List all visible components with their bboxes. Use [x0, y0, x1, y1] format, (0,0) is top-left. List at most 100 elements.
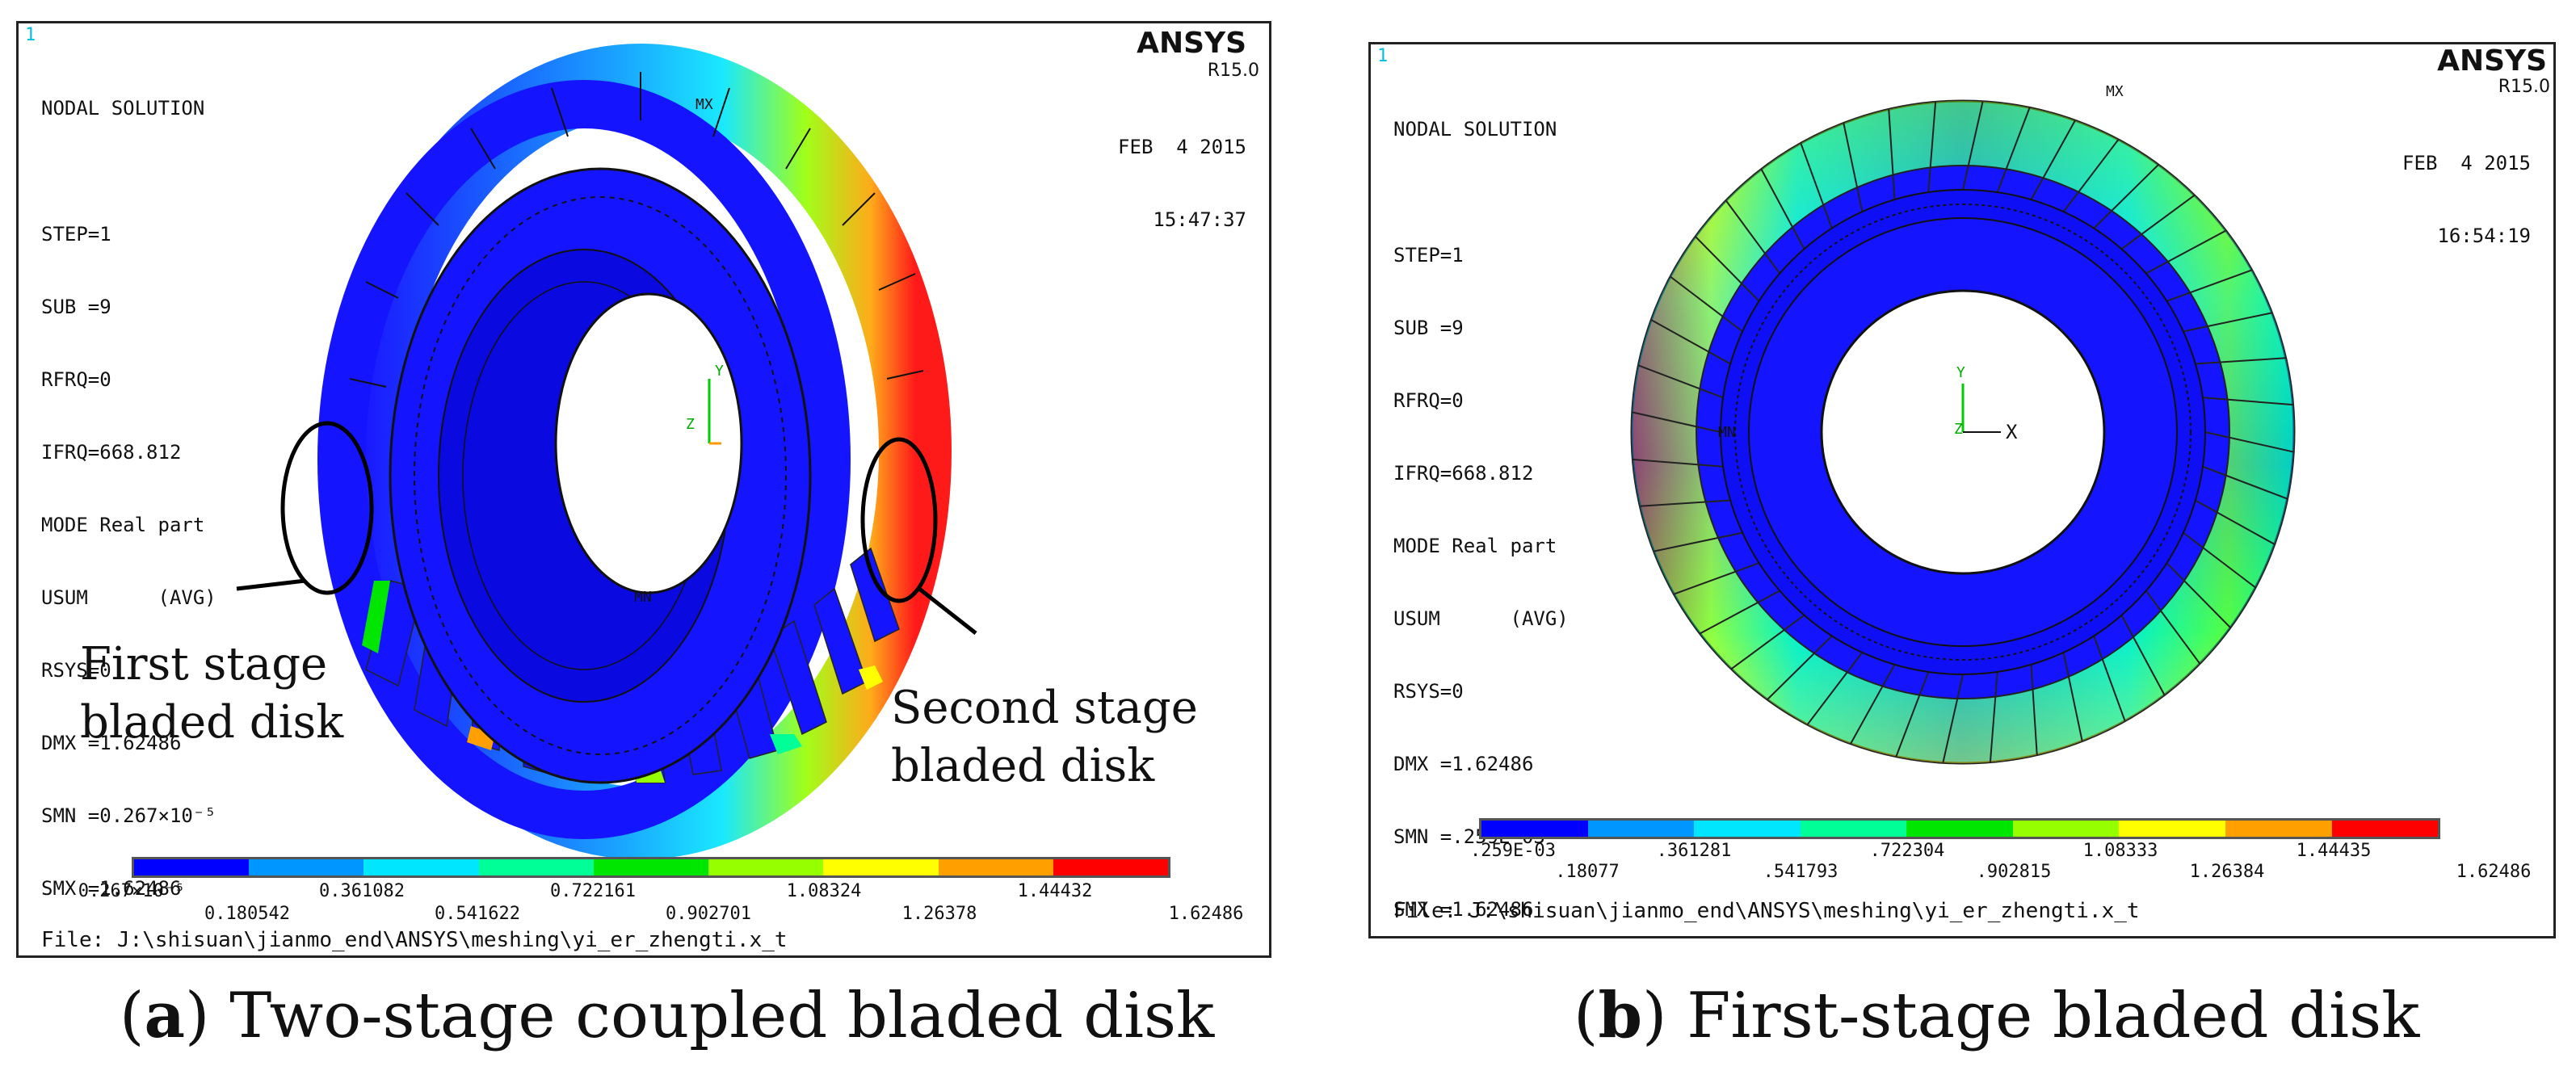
- blade-divider: [1700, 590, 1780, 635]
- blade-divider: [1962, 101, 1984, 191]
- blade-divisions: [1632, 101, 2294, 763]
- blade-divider: [1843, 123, 1864, 212]
- legend-tick: .902815: [1976, 862, 2052, 882]
- blade-divider: [2195, 357, 2286, 365]
- legend-color-segment: [708, 859, 824, 875]
- blade-divider: [2183, 312, 2272, 333]
- legend-color-segment: [2012, 821, 2120, 837]
- legend-color-segment: [478, 859, 594, 875]
- info-line: SUB =9: [41, 296, 111, 318]
- ansys-logo: ANSYS: [1137, 27, 1246, 60]
- blade-divider: [2183, 531, 2256, 589]
- timestamp: FEB 4 2015 16:54:19: [2402, 103, 2531, 296]
- legend-tick: 1.08333: [2082, 841, 2158, 861]
- info-line: USUM (AVG): [41, 586, 216, 609]
- info-line: RFRQ=0: [1393, 389, 1464, 412]
- caption-a-text: Two-stage coupled bladed disk: [229, 980, 1215, 1052]
- two-stage-disk-render: [236, 44, 977, 859]
- axis-z-label: Z: [686, 416, 695, 433]
- annotation-second-stage: Second stage bladed disk: [891, 679, 1198, 796]
- blade-divider: [2030, 120, 2076, 200]
- nodal-solution-info: NODAL SOLUTION STEP=1 SUB =9 RFRQ=0 IFRQ…: [41, 48, 216, 949]
- info-line: NODAL SOLUTION: [1393, 118, 1557, 141]
- caption-b-label: b: [1598, 979, 1642, 1052]
- panel-a-two-stage: 1 NODAL SOLUTION STEP=1 SUB =9 RFRQ=0 IF…: [16, 21, 1271, 958]
- legend-color-segment: [2225, 821, 2332, 837]
- legend-tick: 1.26384: [2189, 862, 2265, 882]
- color-legend-bar: [132, 857, 1170, 878]
- caption-b: (b) First-stage bladed disk: [1574, 979, 2420, 1052]
- legend-tick: 1.44435: [2296, 841, 2372, 861]
- blade-divider: [2120, 194, 2196, 250]
- annotation-first-stage: First stage bladed disk: [80, 636, 343, 752]
- info-line: MODE Real part: [1393, 535, 1557, 557]
- axis-z-label: Z: [1954, 421, 1963, 438]
- blade-divider: [1670, 275, 1743, 333]
- legend-color-segment: [1800, 821, 1907, 837]
- blade-divider: [2204, 431, 2294, 453]
- blade-divider: [2202, 465, 2288, 500]
- blade-divider: [1640, 499, 1731, 507]
- legend-color-segment: [823, 859, 939, 875]
- first-stage-disk-render: [1630, 99, 2296, 765]
- legend-tick: .361281: [1656, 841, 1732, 861]
- info-line: DMX =1.62486: [1393, 753, 1534, 775]
- axis-triad: [1961, 384, 2001, 433]
- blade-divider: [1927, 102, 1937, 193]
- caption-b-text: First-stage bladed disk: [1687, 980, 2420, 1052]
- mn-marker: MN: [1718, 424, 1736, 441]
- blade-divider: [1638, 364, 1724, 399]
- info-line: IFRQ=668.812: [1393, 462, 1534, 485]
- blade-divider: [1730, 614, 1805, 670]
- legend-tick: 1.62486: [2456, 862, 2532, 882]
- blade-divider: [1989, 671, 1998, 762]
- legend-color-segment: [363, 859, 479, 875]
- blade-divider: [2120, 615, 2166, 695]
- legend-tick: 0.361082: [319, 881, 405, 901]
- legend-tick: 0.902701: [666, 904, 751, 924]
- info-line: SUB =9: [1393, 317, 1464, 339]
- caption-a-label: a: [144, 979, 185, 1052]
- legend-tick: .541793: [1763, 862, 1838, 882]
- mx-marker: MX: [695, 96, 713, 113]
- legend-tick: 1.62486: [1168, 904, 1244, 924]
- blade-divider: [2030, 664, 2038, 755]
- legend-color-segment: [2119, 821, 2225, 837]
- info-line: NODAL SOLUTION: [41, 97, 205, 120]
- blade-divider: [1725, 199, 1781, 275]
- info-line: SMX =1.62486: [1393, 898, 1534, 921]
- blade-divider: [2062, 139, 2120, 212]
- info-line: STEP=1: [41, 223, 111, 246]
- date: FEB 4 2015: [1118, 136, 1246, 158]
- blade-divider: [2145, 229, 2226, 275]
- axis-y-label: Y: [1956, 364, 1965, 381]
- blade-divider: [1760, 169, 1805, 250]
- info-line: RFRQ=0: [41, 368, 111, 391]
- blade-divider: [1888, 109, 1896, 200]
- legend-tick: 1.26378: [901, 904, 977, 924]
- legend-tick: 1.08324: [786, 881, 862, 901]
- blade-divider: [1654, 531, 1743, 552]
- legend-tick: .259E-03: [1470, 841, 1556, 861]
- mx-marker: MX: [2106, 83, 2124, 100]
- annotation-line: First stage: [80, 638, 328, 691]
- axis-x-label: X: [2006, 421, 2018, 443]
- caption-a: (a) Two-stage coupled bladed disk: [120, 979, 1215, 1052]
- annotation-markers: [236, 421, 977, 635]
- info-line: USUM (AVG): [1393, 607, 1569, 630]
- blade-divider: [1633, 458, 1724, 468]
- legend-color-segment: [249, 859, 364, 875]
- info-line: DMX =1.62486: [41, 732, 182, 754]
- legend-tick: .722304: [1869, 841, 1945, 861]
- axis-y-label: Y: [715, 363, 724, 380]
- legend-color-segment: [938, 859, 1053, 875]
- blade-divider: [2093, 636, 2126, 721]
- time: 16:54:19: [2437, 225, 2531, 247]
- legend-color-segment: [1694, 821, 1801, 837]
- annotation-line: bladed disk: [80, 696, 344, 749]
- legend-color-segment: [1053, 859, 1168, 875]
- legend-color-segment: [2331, 821, 2439, 837]
- blade-divider: [2202, 397, 2293, 406]
- legend-tick: 1.44432: [1017, 881, 1093, 901]
- legend-color-segment: [593, 859, 709, 875]
